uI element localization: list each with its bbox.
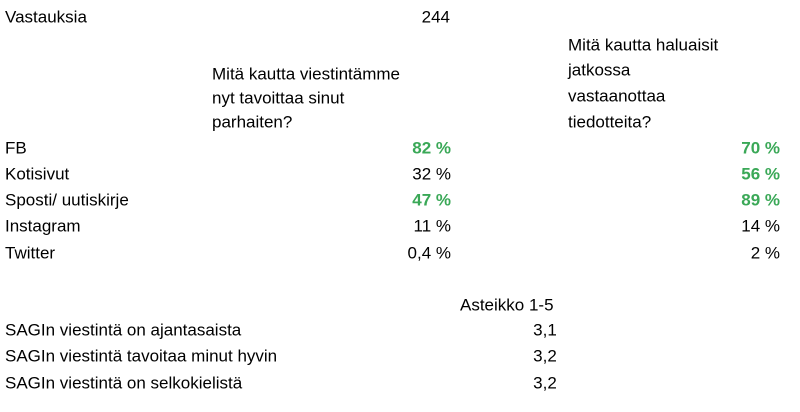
summary-value: 244 [422, 7, 450, 26]
row-label: SAGIn viestintä on ajantasaista [5, 320, 242, 339]
row-label: Sposti/ uutiskirje [5, 190, 129, 209]
header-line: Mitä kautta haluaisit [568, 35, 719, 54]
header-line: Mitä kautta viestintämme [212, 64, 400, 83]
header-line: tiedotteita? [568, 112, 651, 131]
cell: 0,4 % [408, 243, 451, 262]
row-label: Instagram [5, 216, 81, 235]
cell: 3,2 [533, 373, 557, 392]
row-label: Kotisivut [5, 164, 70, 183]
cell: 2 % [751, 243, 780, 262]
row-label: FB [5, 138, 27, 157]
cell: 32 % [412, 164, 451, 183]
header-line: parhaiten? [212, 112, 292, 131]
cell: 47 % [412, 190, 451, 209]
row-label: SAGIn viestintä tavoitaa minut hyvin [5, 346, 277, 365]
row-label: SAGIn viestintä on selkokielistä [5, 373, 243, 392]
row-label: Twitter [5, 243, 55, 262]
cell: 70 % [741, 138, 780, 157]
cell: 11 % [414, 216, 452, 235]
header-line: jatkossa [567, 60, 631, 79]
cell: 56 % [741, 164, 780, 183]
cell: 3,2 [533, 346, 557, 365]
header-line: nyt tavoittaa sinut [212, 88, 345, 107]
summary-label: Vastauksia [5, 7, 87, 26]
cell: 82 % [412, 138, 451, 157]
header-line: vastaanottaa [568, 86, 666, 105]
cell: 14 % [741, 216, 780, 235]
cell: 3,1 [533, 320, 557, 339]
scale-header: Asteikko 1-5 [460, 295, 554, 314]
cell: 89 % [741, 190, 780, 209]
